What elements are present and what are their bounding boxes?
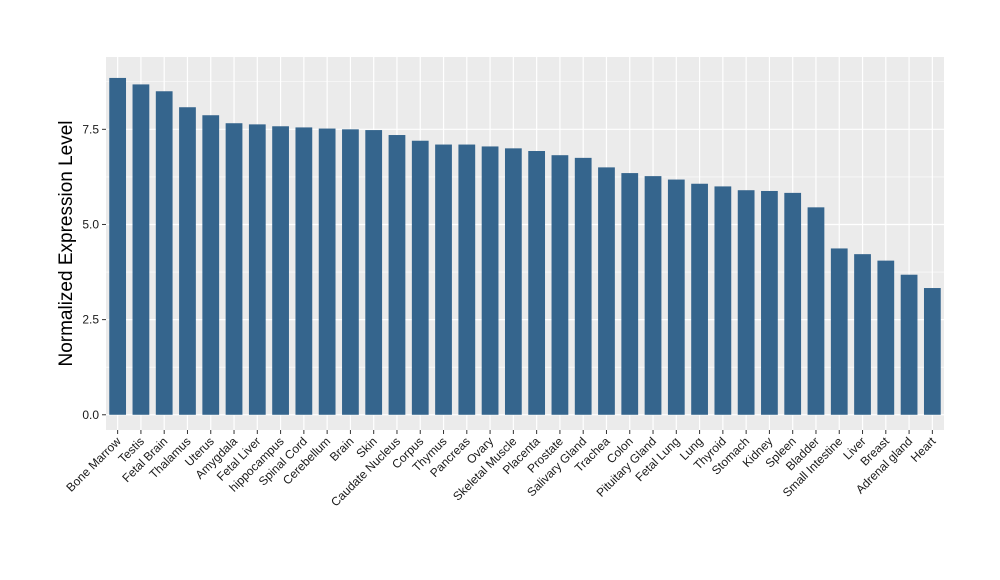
bar (132, 84, 150, 415)
y-tick-label: 7.5 (82, 122, 99, 136)
bar (644, 176, 662, 415)
bar (342, 129, 359, 415)
bar (458, 144, 476, 415)
x-tick-label: Bone Marrow (63, 434, 124, 495)
bar (784, 192, 802, 415)
bar (900, 274, 918, 415)
bar (365, 130, 383, 415)
bar (737, 190, 755, 415)
bar (877, 260, 895, 415)
bar (295, 127, 313, 415)
y-tick-label: 2.5 (82, 313, 99, 327)
bar (225, 123, 243, 415)
bar (388, 135, 406, 415)
bar (109, 77, 127, 415)
bar (179, 107, 196, 415)
bar (714, 186, 732, 415)
bar (481, 146, 499, 415)
bar (551, 155, 569, 415)
bars (109, 77, 941, 415)
bar (574, 157, 592, 415)
bar (155, 91, 173, 415)
plot-panel (106, 57, 944, 430)
y-tick-label: 0.0 (82, 408, 99, 422)
grid-minor (106, 81, 944, 368)
y-axis-title: Normalized Expression Level (56, 120, 77, 366)
bar (202, 115, 220, 415)
bar (807, 207, 825, 415)
bar (923, 288, 941, 415)
bar (667, 179, 685, 415)
bar (504, 148, 522, 415)
x-tick-label: Heart (908, 434, 939, 465)
bar (761, 190, 778, 415)
bar (598, 167, 615, 415)
bar (854, 254, 871, 415)
bar (248, 124, 266, 415)
bar (435, 144, 452, 415)
x-tick-label: Brain (327, 434, 357, 464)
bar (318, 128, 336, 415)
bar (528, 151, 546, 415)
bar (272, 126, 289, 415)
bar (411, 140, 429, 415)
y-axis: 0.0 2.5 5.0 7.5 (82, 122, 106, 422)
bar (691, 183, 708, 415)
bar (621, 173, 639, 415)
y-tick-label: 5.0 (82, 217, 99, 231)
bar (830, 248, 848, 415)
